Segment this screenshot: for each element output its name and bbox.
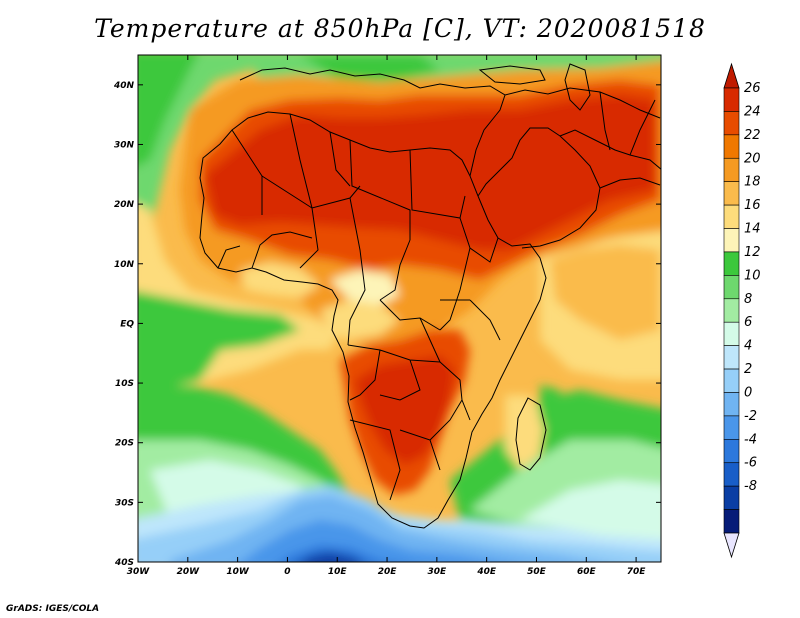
y-axis-labels: 40N 30N 20N 10N EQ 10S 20S 30S 40S xyxy=(113,81,135,568)
coastlines xyxy=(199,63,661,529)
x-tick-label: 60E xyxy=(577,567,597,577)
colorbar-label: 0 xyxy=(744,385,752,400)
colorbar-bin xyxy=(723,157,740,182)
colorbar xyxy=(723,62,740,559)
x-tick-label: 20E xyxy=(378,567,398,577)
colorbar-bin xyxy=(723,111,740,136)
colorbar-label: 6 xyxy=(744,315,752,330)
colorbar-bottom-arrow xyxy=(723,532,740,559)
x-tick-label: 40E xyxy=(476,567,497,577)
colorbar-label: 22 xyxy=(744,128,761,143)
y-tick-label: 40S xyxy=(114,558,134,568)
y-tick-label: 10N xyxy=(114,260,135,270)
x-tick-label: 70E xyxy=(627,567,647,577)
colorbar-label: 10 xyxy=(744,268,761,283)
y-tick-label: 30S xyxy=(115,498,134,508)
colorbar-bin xyxy=(723,462,740,487)
colorbar-bin xyxy=(723,509,740,534)
colorbar-label: 24 xyxy=(744,104,761,119)
x-tick-label: 20W xyxy=(177,567,201,577)
colorbar-label: 12 xyxy=(744,245,761,260)
colorbar-label: 26 xyxy=(744,81,761,96)
x-tick-label: 10W xyxy=(226,567,250,577)
colorbar-bin xyxy=(723,275,740,300)
y-tick-label: 30N xyxy=(114,140,135,150)
colorbar-label: -2 xyxy=(744,409,757,424)
axis-ticks xyxy=(137,55,661,563)
colorbar-bin xyxy=(723,345,740,370)
colorbar-label: 4 xyxy=(744,339,752,354)
colorbar-bin xyxy=(723,228,740,253)
colorbar-label: -4 xyxy=(744,432,757,447)
colorbar-label: 14 xyxy=(744,222,761,237)
y-tick-label: 10S xyxy=(115,379,134,389)
colorbar-bin xyxy=(723,134,740,159)
colorbar-bin xyxy=(723,87,740,112)
colorbar-top-arrow xyxy=(723,62,740,89)
colorbar-bin xyxy=(723,485,740,510)
colorbar-bin xyxy=(723,204,740,229)
x-tick-label: 30E xyxy=(428,567,448,577)
y-tick-label: 20S xyxy=(115,439,134,449)
colorbar-bin xyxy=(723,251,740,276)
y-tick-label: EQ xyxy=(120,319,134,329)
colorbar-label: -6 xyxy=(744,456,757,471)
colorbar-bin xyxy=(723,439,740,464)
y-tick-label: 20N xyxy=(114,200,135,210)
credit-text: GrADS: IGES/COLA xyxy=(6,604,100,614)
x-tick-label: 0 xyxy=(284,567,290,577)
x-tick-label: 30W xyxy=(127,567,151,577)
colorbar-bin xyxy=(723,415,740,440)
colorbar-bin xyxy=(723,392,740,417)
colorbar-bin xyxy=(723,298,740,323)
colorbar-bin xyxy=(723,181,740,206)
colorbar-label: 16 xyxy=(744,198,761,213)
x-tick-label: 50E xyxy=(527,567,547,577)
x-axis-labels: 30W 20W 10W 0 10E 20E 30E 40E 50E 60E 70E xyxy=(127,567,647,577)
x-tick-label: 10E xyxy=(328,567,348,577)
y-tick-label: 40N xyxy=(113,81,135,91)
map-frame xyxy=(137,54,662,563)
colorbar-label: -8 xyxy=(744,479,757,494)
colorbar-bin xyxy=(723,368,740,393)
colorbar-label: 8 xyxy=(744,292,752,307)
temperature-field xyxy=(138,55,661,562)
colorbar-label: 18 xyxy=(744,175,761,190)
colorbar-bin xyxy=(723,321,740,346)
page-title: Temperature at 850hPa [C], VT: 202008151… xyxy=(94,14,706,43)
colorbar-label: 20 xyxy=(744,151,761,166)
colorbar-label: 2 xyxy=(744,362,752,377)
